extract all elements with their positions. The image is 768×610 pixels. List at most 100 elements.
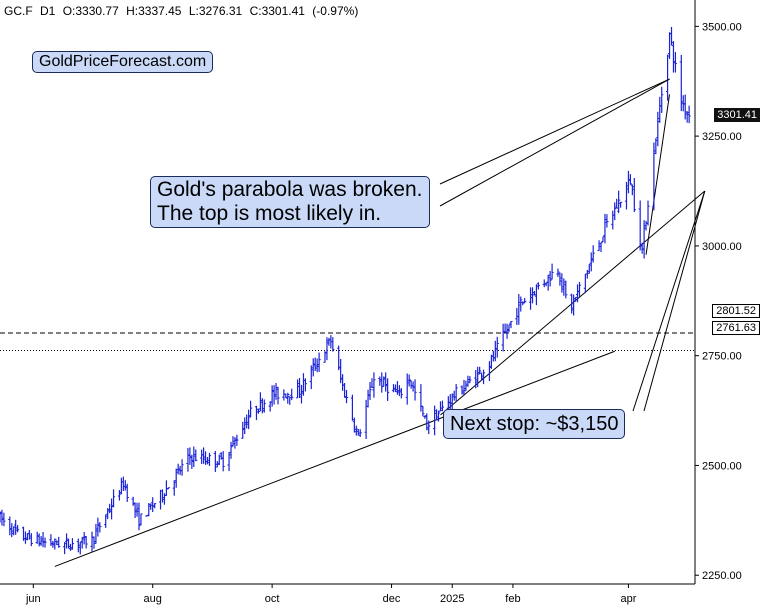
ohlc-bar xyxy=(685,111,689,123)
ohlc-bar xyxy=(108,503,112,514)
parabola-pointer-lower xyxy=(439,78,670,207)
ohlc-bar xyxy=(628,174,632,185)
ohlc-bar xyxy=(160,489,165,503)
ohlc-bar xyxy=(200,449,204,464)
ohlc-bar xyxy=(440,400,445,412)
ohlc-bar xyxy=(652,142,656,211)
ohlc-bar xyxy=(331,337,335,352)
ohlc-bar xyxy=(66,538,71,549)
ohlc-bar xyxy=(613,202,617,221)
ohlc-bar xyxy=(601,236,605,243)
ohlc-bar xyxy=(342,383,347,398)
ohlc-bar xyxy=(411,381,415,392)
ohlc-bar xyxy=(194,449,198,462)
ohlc-bar xyxy=(378,376,382,386)
ohlc-bar xyxy=(425,413,429,431)
ohlc-bar xyxy=(585,270,589,279)
ohlc-bar xyxy=(337,345,341,371)
ohlc-bar xyxy=(617,190,621,214)
ohlc-bar xyxy=(405,373,409,405)
ohlc-bar xyxy=(131,496,135,506)
ohlc-bar xyxy=(421,406,425,417)
ohlc-bar xyxy=(39,536,43,546)
ohlc-bar xyxy=(215,461,219,468)
ohlc-bar xyxy=(356,429,360,436)
ohlc-bar xyxy=(626,170,631,194)
ohlc-bar xyxy=(16,525,20,533)
ohlc-bar xyxy=(176,463,180,475)
ohlc-bar xyxy=(589,252,593,272)
ohlc-bar xyxy=(245,414,249,429)
ohlc-bar xyxy=(489,354,493,369)
ohlc-bar xyxy=(258,392,262,412)
ohlc-bar xyxy=(605,214,609,228)
ohlc-bar xyxy=(480,372,484,381)
trendlines xyxy=(54,94,706,567)
ohlc-bar xyxy=(84,536,88,549)
ohlc-bar xyxy=(548,270,552,287)
ohlc-bar xyxy=(8,516,12,536)
ohlc-bar xyxy=(96,517,100,537)
ohlc-bar xyxy=(217,454,221,466)
price-axis[interactable]: 2250.00 2500.00 2750.00 3000.00 3250.00 3500.… xyxy=(695,21,742,582)
ohlc-bar xyxy=(0,511,2,523)
ohlc-bar xyxy=(521,301,525,306)
y-tick-label: 2250.00 xyxy=(702,570,742,582)
ohlc-bar xyxy=(235,434,239,446)
ohlc-bar xyxy=(638,200,642,251)
ohlc-bar xyxy=(139,513,143,526)
ohlc-bar xyxy=(27,530,31,540)
ohlc-bar xyxy=(397,385,401,397)
ohlc-bar xyxy=(313,357,317,371)
ohlc-bar xyxy=(262,399,266,413)
ohlc-bar xyxy=(14,519,18,535)
x-tick-label: oct xyxy=(265,593,280,605)
ohlc-bar xyxy=(352,417,356,433)
ohlc-bar xyxy=(562,278,566,296)
y-tick-label: 3500.00 xyxy=(702,21,742,33)
ohlc-bar xyxy=(399,387,403,399)
ohlc-bar xyxy=(409,380,413,389)
last-price-tag: 3301.41 xyxy=(714,108,760,122)
ohlc-bar xyxy=(309,365,313,390)
ohlc-bar xyxy=(254,405,259,421)
x-tick-label: aug xyxy=(144,593,162,605)
x-tick-label: jun xyxy=(25,593,41,605)
ohlc-bar xyxy=(395,381,400,395)
ohlc-bar xyxy=(507,324,511,333)
ohlc-bar xyxy=(687,105,691,124)
ohlc-bar xyxy=(560,273,564,293)
x-tick-label: feb xyxy=(505,593,520,605)
ohlc-bar xyxy=(462,379,466,396)
ohlc-bar xyxy=(10,523,14,538)
brand-label: GoldPriceForecast.com xyxy=(32,51,214,73)
time-axis[interactable]: jun aug oct dec 2025 feb apr xyxy=(25,584,637,605)
ohlc-bar xyxy=(454,383,458,402)
ohlc-bar xyxy=(94,523,98,544)
ohlc-bar xyxy=(476,366,480,388)
ohlc-bar xyxy=(366,389,370,408)
ohlc-bar xyxy=(532,291,537,296)
ohlc-bar xyxy=(202,447,206,464)
symbol-label: GC.F xyxy=(4,4,33,18)
ohlc-bar xyxy=(153,503,157,509)
ohlc-bar xyxy=(68,543,73,551)
ohlc-bar xyxy=(644,220,648,231)
ohlc-bar xyxy=(505,323,509,339)
ohlc-bar xyxy=(564,280,568,299)
ohlc-bar xyxy=(450,393,454,411)
ohlc-bar xyxy=(106,508,110,520)
ohlc-bar xyxy=(570,293,574,314)
ohlc-bar xyxy=(603,213,607,244)
ohlc-bar xyxy=(260,398,264,414)
ohlc-bar xyxy=(372,372,376,398)
ohlc-bar xyxy=(542,279,546,288)
ohlc-bar xyxy=(632,178,636,213)
y-tick-label: 3250.00 xyxy=(702,131,742,143)
ohlc-bar xyxy=(556,268,560,278)
parabola-note-line2: The top is most likely in. xyxy=(157,202,382,225)
ohlc-bar xyxy=(327,337,331,346)
ohlc-bar xyxy=(274,383,278,400)
ohlc-bar xyxy=(434,409,439,421)
